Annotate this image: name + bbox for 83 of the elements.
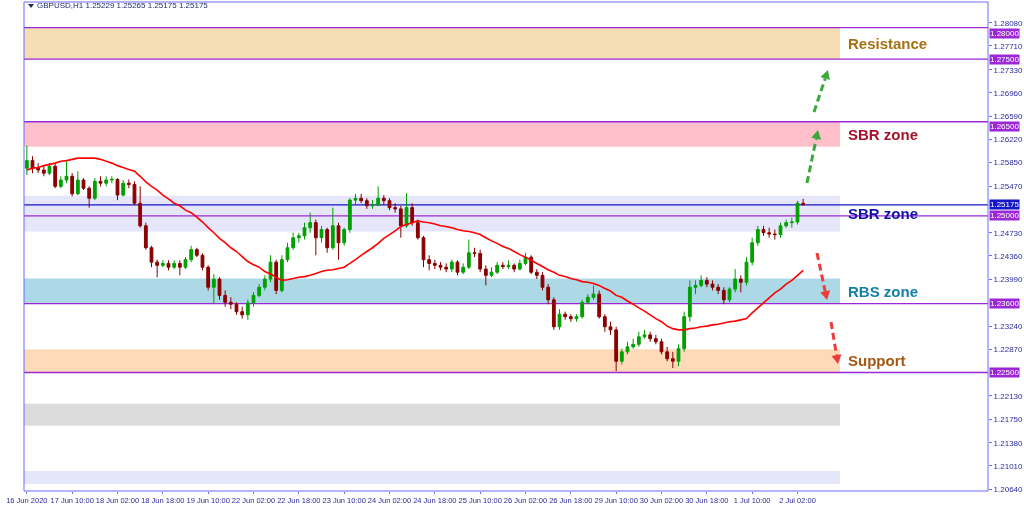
candlestick	[177, 259, 182, 276]
candlestick	[568, 313, 573, 323]
candlestick	[461, 262, 466, 275]
y-tick-label: 1.23240	[993, 321, 1024, 331]
candlestick	[24, 145, 29, 176]
y-tick-label: 1.26220	[993, 135, 1024, 145]
candlestick	[466, 239, 471, 270]
candlestick	[274, 259, 279, 295]
candlestick	[364, 197, 369, 210]
band-label: Support	[848, 352, 906, 369]
y-tick-label: 1.22130	[993, 391, 1024, 401]
chart-title: GBPUSD,H1 1.25229 1.25265 1.25175 1.25175	[37, 0, 209, 10]
band-label: RBS zone	[848, 283, 919, 300]
candlestick	[313, 219, 318, 256]
ref-line-label: 1.25000	[990, 211, 1020, 220]
candlestick	[449, 259, 454, 273]
candlestick	[166, 259, 171, 271]
candlestick	[455, 259, 460, 276]
y-tick-label: 1.27330	[993, 65, 1024, 75]
y-tick-label: 1.20640	[993, 484, 1024, 494]
candlestick	[70, 172, 75, 197]
candlestick	[319, 225, 324, 244]
candlestick	[41, 165, 46, 177]
candlestick	[557, 308, 562, 331]
candlestick	[500, 261, 505, 270]
candlestick	[404, 192, 409, 229]
candlestick	[75, 170, 80, 196]
y-tick-label: 1.24730	[993, 228, 1024, 238]
candlestick	[529, 254, 534, 275]
candlestick	[109, 175, 114, 184]
ref-line-label: 1.26500	[990, 122, 1020, 131]
candlestick	[30, 155, 35, 174]
ref-line-label: 1.23600	[990, 299, 1020, 308]
candlestick	[330, 207, 335, 251]
y-tick-label: 1.24360	[993, 251, 1024, 261]
candlestick	[53, 162, 58, 189]
candlestick	[670, 351, 675, 369]
candlestick	[597, 289, 602, 320]
candlestick	[121, 179, 126, 197]
ref-line-label: 1.25175	[990, 200, 1020, 209]
candlestick	[325, 227, 330, 254]
candlestick	[211, 273, 216, 305]
candlestick	[772, 229, 777, 241]
y-tick-label: 1.23990	[993, 274, 1024, 284]
candlestick	[648, 331, 653, 343]
y-tick-label: 1.21380	[993, 438, 1024, 448]
ref-line-label: 1.28000	[990, 29, 1020, 38]
candlestick	[98, 175, 103, 187]
candlestick	[506, 259, 511, 270]
candlestick	[36, 162, 41, 174]
ref-line-label: 1.22500	[990, 368, 1020, 377]
ref-line-label: 1.27500	[990, 55, 1020, 64]
y-tick-label: 1.21750	[993, 415, 1024, 425]
candlestick	[104, 175, 109, 187]
candlestick	[410, 202, 415, 227]
candlestick	[801, 198, 806, 206]
y-tick-label: 1.26960	[993, 88, 1024, 98]
candlestick	[115, 177, 120, 201]
candlestick	[160, 259, 165, 268]
y-tick-label: 1.25850	[993, 158, 1024, 168]
candlestick	[398, 205, 403, 239]
y-tick-label: 1.27710	[993, 41, 1024, 51]
band-label: Resistance	[848, 35, 928, 52]
band-label: SBR zone	[848, 126, 919, 143]
y-tick-label: 1.21010	[993, 461, 1024, 471]
candlestick	[336, 222, 341, 261]
candlestick	[92, 177, 97, 201]
candlestick	[359, 193, 364, 204]
candlestick	[551, 296, 556, 331]
candlestick	[342, 227, 347, 247]
y-tick-label: 1.25470	[993, 182, 1024, 192]
line-series	[26, 157, 804, 331]
candlestick	[738, 274, 743, 293]
candlestick	[563, 311, 568, 321]
candlestick	[483, 264, 488, 286]
y-tick-label: 1.26590	[993, 111, 1024, 121]
candlestick	[47, 162, 52, 176]
candlestick	[721, 286, 726, 305]
candlestick	[755, 225, 760, 247]
y-tick-label: 1.28080	[993, 18, 1024, 28]
candlestick	[512, 262, 517, 273]
y-tick-label: 1.22870	[993, 345, 1024, 355]
candlestick	[172, 259, 177, 270]
